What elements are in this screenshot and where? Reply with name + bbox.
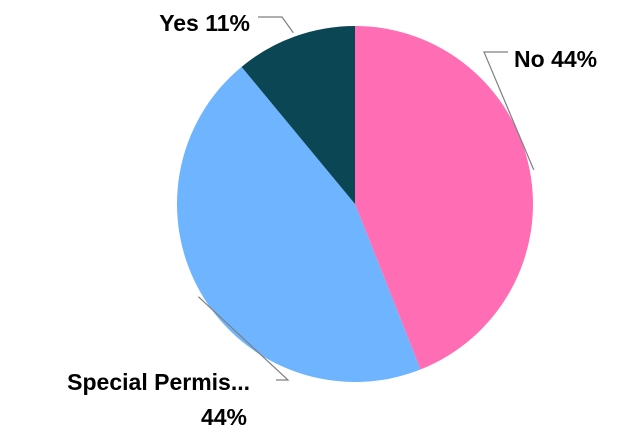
pie-slice-no	[355, 26, 534, 370]
label-special-permis-value: 44%	[201, 404, 247, 430]
leader-line-special-permis	[197, 296, 290, 381]
leader-lines	[197, 16, 535, 381]
label-no: No 44%	[514, 46, 597, 72]
pie-slice-special-permis	[177, 66, 421, 383]
pie-slice-yes	[241, 26, 355, 204]
label-yes: Yes 11%	[159, 10, 250, 36]
label-special-permis-name: Special Permis...	[67, 369, 250, 395]
leader-line-yes	[258, 16, 294, 34]
pie-slices	[177, 26, 534, 383]
leader-line-no	[483, 51, 535, 171]
